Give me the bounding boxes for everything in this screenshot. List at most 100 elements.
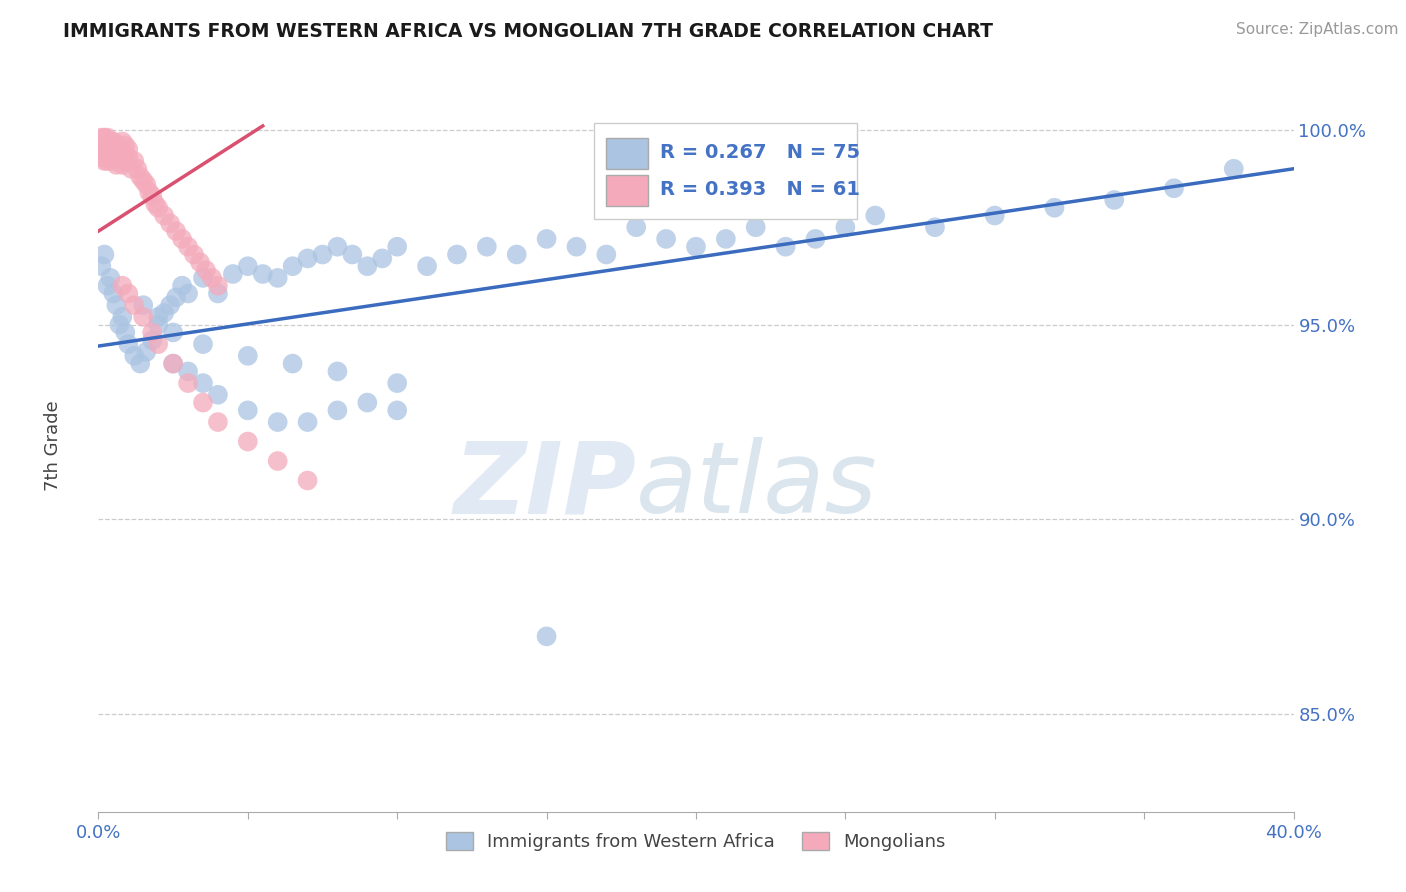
Point xyxy=(129,169,152,184)
Point xyxy=(98,142,122,156)
Point xyxy=(165,224,187,238)
Point xyxy=(177,364,200,378)
Point xyxy=(96,138,118,153)
Point xyxy=(506,247,529,261)
Point xyxy=(297,474,319,488)
Point xyxy=(207,415,229,429)
Point xyxy=(745,220,768,235)
Point xyxy=(129,357,152,371)
Point xyxy=(446,247,468,261)
Point xyxy=(865,209,887,223)
Point xyxy=(96,130,118,145)
Point xyxy=(124,349,146,363)
Point xyxy=(191,271,214,285)
Point xyxy=(141,189,163,203)
Point xyxy=(148,337,170,351)
Point xyxy=(191,376,214,390)
Text: R = 0.393   N = 61: R = 0.393 N = 61 xyxy=(661,180,860,199)
Point xyxy=(626,220,648,235)
Point xyxy=(804,232,827,246)
Point xyxy=(111,146,134,161)
Text: ZIP: ZIP xyxy=(453,437,637,534)
Point xyxy=(385,240,409,254)
Point xyxy=(356,259,378,273)
Point xyxy=(165,290,187,304)
Point xyxy=(924,220,946,235)
Point xyxy=(111,310,134,324)
Point xyxy=(326,403,349,417)
Point xyxy=(103,146,125,161)
Point xyxy=(98,271,122,285)
Point xyxy=(191,337,214,351)
Point xyxy=(153,209,176,223)
Point xyxy=(685,240,707,254)
Point xyxy=(207,278,229,293)
Point xyxy=(236,349,259,363)
Point xyxy=(834,220,856,235)
Point xyxy=(135,178,157,192)
Point xyxy=(103,135,125,149)
Point xyxy=(90,150,112,164)
Point xyxy=(207,286,229,301)
Point xyxy=(297,252,319,266)
Point xyxy=(188,255,211,269)
Point xyxy=(132,298,155,312)
Point xyxy=(108,318,131,332)
Text: Source: ZipAtlas.com: Source: ZipAtlas.com xyxy=(1236,22,1399,37)
Point xyxy=(183,247,205,261)
Point xyxy=(141,326,163,340)
Point xyxy=(135,345,157,359)
Point xyxy=(105,298,128,312)
Point xyxy=(124,153,146,168)
Point xyxy=(98,135,122,149)
Point xyxy=(342,247,364,261)
Point xyxy=(114,138,136,153)
Point xyxy=(177,240,200,254)
Point xyxy=(191,395,214,409)
Point xyxy=(162,357,184,371)
Point xyxy=(96,278,118,293)
Point xyxy=(120,161,142,176)
Point xyxy=(148,318,170,332)
Point xyxy=(132,173,155,187)
Point xyxy=(90,142,112,156)
Point xyxy=(326,364,349,378)
Point xyxy=(236,259,259,273)
Point xyxy=(96,146,118,161)
FancyBboxPatch shape xyxy=(606,138,648,169)
Point xyxy=(111,135,134,149)
Point xyxy=(103,286,125,301)
Point xyxy=(111,278,134,293)
Point xyxy=(1223,161,1246,176)
Point xyxy=(536,629,558,643)
Point xyxy=(195,263,218,277)
Point xyxy=(385,403,409,417)
Point xyxy=(124,298,146,312)
Point xyxy=(93,142,115,156)
Point xyxy=(132,310,155,324)
FancyBboxPatch shape xyxy=(606,175,648,206)
Point xyxy=(90,130,112,145)
Point xyxy=(371,252,394,266)
Point xyxy=(148,201,170,215)
Point xyxy=(117,286,139,301)
Point xyxy=(326,240,349,254)
Point xyxy=(105,150,128,164)
Point xyxy=(177,286,200,301)
Text: atlas: atlas xyxy=(637,437,877,534)
Point xyxy=(162,326,184,340)
Point xyxy=(159,216,181,230)
Text: R = 0.267   N = 75: R = 0.267 N = 75 xyxy=(661,144,860,162)
Point xyxy=(96,153,118,168)
Text: IMMIGRANTS FROM WESTERN AFRICA VS MONGOLIAN 7TH GRADE CORRELATION CHART: IMMIGRANTS FROM WESTERN AFRICA VS MONGOL… xyxy=(63,22,993,41)
Point xyxy=(138,185,160,199)
Point xyxy=(356,395,378,409)
Point xyxy=(93,247,115,261)
Point xyxy=(385,376,409,390)
Point xyxy=(117,150,139,164)
Point xyxy=(416,259,439,273)
Point xyxy=(311,247,333,261)
Point xyxy=(267,454,290,468)
Point xyxy=(148,310,170,324)
Point xyxy=(93,130,115,145)
